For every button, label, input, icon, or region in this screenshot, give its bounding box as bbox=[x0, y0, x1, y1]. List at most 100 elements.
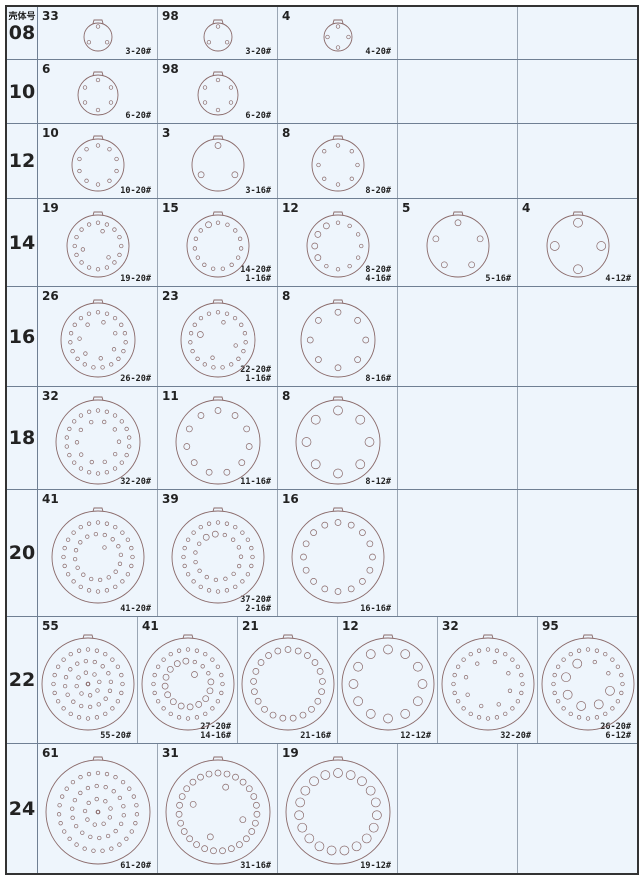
contact-pin bbox=[112, 315, 117, 321]
contact-pin bbox=[126, 434, 131, 440]
contact-pin bbox=[555, 664, 560, 669]
contact-pin bbox=[115, 543, 120, 548]
contact-pin bbox=[308, 775, 319, 786]
contact-pin bbox=[209, 846, 217, 854]
contact-spec: 14-20# 1-16# bbox=[240, 266, 271, 284]
contact-pin bbox=[365, 785, 375, 796]
contact-spec: 55-20# bbox=[100, 732, 131, 741]
arrangement-code: 16 bbox=[282, 492, 299, 506]
contact-pin bbox=[94, 714, 99, 719]
arrangement-cell: 61 61-20# bbox=[38, 744, 158, 873]
contact-pin bbox=[200, 663, 205, 668]
connector-face-drawing bbox=[341, 634, 434, 730]
contact-pin bbox=[110, 536, 115, 541]
contact-pin bbox=[224, 521, 229, 526]
contact-spec: 8-20# bbox=[365, 187, 391, 196]
arrangement-cell: 12 12-12# bbox=[338, 617, 438, 743]
insert-arrangement-table: 08 壳体号 33 3-20# 98 3-20# 4 4-20# 10 6 6-20# 98 6-20#… bbox=[5, 5, 639, 875]
contact-pin bbox=[358, 577, 366, 585]
contact-spec: 21-16# bbox=[300, 732, 331, 741]
contact-pin bbox=[609, 656, 615, 662]
shell-outline bbox=[66, 214, 129, 278]
contact-pin bbox=[496, 701, 501, 706]
contact-pin bbox=[166, 665, 174, 673]
keyway-mark bbox=[482, 634, 493, 639]
contact-pin bbox=[309, 577, 317, 585]
contact-pin bbox=[198, 228, 203, 233]
contact-pin bbox=[254, 697, 261, 705]
contact-pin bbox=[152, 672, 157, 677]
contact-pin bbox=[575, 700, 586, 711]
contact-pin bbox=[232, 524, 237, 529]
contact-pin bbox=[347, 521, 355, 528]
contact-pin bbox=[507, 688, 512, 693]
contact-pin bbox=[351, 840, 361, 851]
connector-face-drawing bbox=[541, 634, 634, 730]
contact-pin bbox=[107, 814, 112, 820]
arrangement-cell bbox=[278, 60, 398, 123]
contact-pin bbox=[185, 537, 190, 542]
contact-pin bbox=[67, 340, 72, 345]
contact-spec: 32-20# bbox=[120, 478, 151, 487]
contact-pin bbox=[69, 348, 75, 354]
contact-pin bbox=[118, 821, 123, 826]
contact-pin bbox=[99, 365, 105, 370]
contact-pin bbox=[412, 661, 423, 672]
contact-pin bbox=[102, 651, 107, 656]
shell-size-value: 08 bbox=[8, 22, 36, 44]
contact-pin bbox=[52, 672, 57, 677]
contact-pin bbox=[592, 659, 597, 664]
contact-spec-line: 3-16# bbox=[245, 186, 271, 196]
contact-pin bbox=[180, 554, 186, 559]
contact-pin bbox=[476, 714, 481, 719]
keyway-mark bbox=[212, 71, 223, 76]
contact-spec-line: 26-20# bbox=[120, 374, 151, 384]
contact-pin bbox=[65, 692, 70, 697]
contact-pin bbox=[465, 692, 470, 697]
arrangement-cell: 6 6-20# bbox=[38, 60, 158, 123]
contact-pin bbox=[182, 784, 190, 792]
contact-spec: 5-16# bbox=[485, 275, 511, 284]
contact-spec-line: 8-20# bbox=[365, 265, 391, 275]
contact-pin bbox=[237, 458, 245, 466]
contact-pin bbox=[572, 264, 583, 275]
contact-pin bbox=[260, 705, 268, 713]
contact-pin bbox=[62, 683, 67, 688]
contact-pin bbox=[111, 788, 116, 793]
contact-pin bbox=[314, 356, 322, 363]
contact-pin bbox=[196, 541, 201, 546]
contact-pin bbox=[560, 671, 571, 682]
contact-pin bbox=[126, 443, 131, 449]
contact-pin bbox=[299, 553, 307, 560]
contact-pin bbox=[440, 261, 448, 269]
contact-pin bbox=[238, 554, 243, 559]
contact-pin bbox=[80, 572, 85, 577]
contact-pin bbox=[355, 255, 360, 260]
contact-pin bbox=[228, 362, 233, 367]
contact-pin bbox=[474, 661, 479, 666]
contact-spec-line: 32-20# bbox=[120, 477, 151, 487]
contact-pin bbox=[118, 322, 123, 327]
contact-pin bbox=[60, 554, 66, 559]
contact-spec: 10-20# bbox=[120, 187, 151, 196]
contact-pin bbox=[65, 537, 70, 542]
contact-pin bbox=[326, 845, 336, 855]
connector-face-drawing bbox=[141, 634, 234, 730]
contact-pin bbox=[60, 705, 66, 711]
contact-pin bbox=[113, 168, 119, 173]
contact-pin bbox=[494, 648, 499, 653]
contact-pin bbox=[196, 568, 202, 573]
contact-pin bbox=[96, 835, 101, 840]
contact-pin bbox=[334, 308, 341, 316]
contact-pin bbox=[106, 574, 111, 579]
contact-pin bbox=[214, 141, 221, 149]
shell-outline bbox=[77, 74, 118, 116]
contact-pin bbox=[70, 699, 75, 704]
contact-pin bbox=[201, 262, 206, 267]
contact-pin bbox=[243, 340, 248, 345]
contact-spec: 6-20# bbox=[245, 112, 271, 121]
contact-pin bbox=[205, 670, 210, 675]
contact-pin bbox=[252, 667, 259, 675]
connector-face-drawing bbox=[45, 756, 150, 864]
contact-pin bbox=[70, 779, 75, 784]
